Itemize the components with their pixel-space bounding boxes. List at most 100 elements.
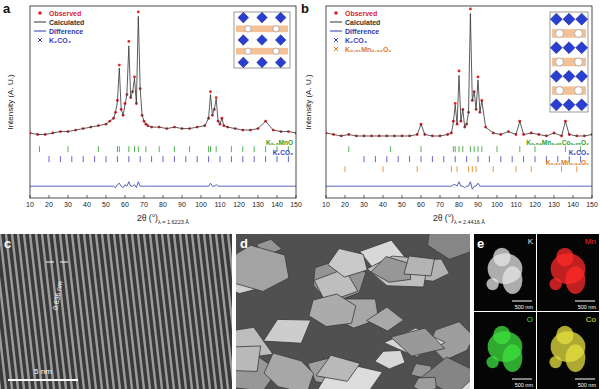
panel-label: b <box>301 1 309 16</box>
x-axis-label: 2θ (°)λ = 2.4416 Å <box>433 213 485 225</box>
x-tick <box>258 195 259 198</box>
reflection-tick <box>138 146 139 152</box>
figure: 1020304050607080901001101201301401502θ (… <box>0 0 600 389</box>
legend-label: Difference <box>345 28 379 35</box>
reflection-tick <box>390 146 391 152</box>
reflection-tick <box>432 156 433 162</box>
eds-signal <box>549 248 585 294</box>
eds-element-label: Co <box>586 315 597 324</box>
x-tick-label: 140 <box>271 201 283 208</box>
y-axis-label: Intensity (A. U.) <box>304 74 313 129</box>
eds-tile <box>537 234 599 311</box>
x-tick-label: 70 <box>436 201 444 208</box>
reflection-tick <box>163 156 164 162</box>
reflection-tick <box>242 156 243 162</box>
legend-symbol <box>34 31 46 32</box>
reflection-tick <box>493 166 494 172</box>
eds-signal <box>549 326 585 372</box>
inset-atom <box>556 29 564 37</box>
eds-panel: K500 nmMn500 nmO500 nmCo500 nme <box>474 234 599 389</box>
panel-label: a <box>3 1 11 16</box>
reflection-tick <box>364 156 365 162</box>
reflection-tick <box>443 156 444 162</box>
legend-symbol <box>34 22 46 23</box>
x-tick-label: 50 <box>398 201 406 208</box>
eds-blob <box>556 248 573 266</box>
reflection-tick <box>220 156 221 162</box>
reflection-tick <box>561 166 562 172</box>
legend-label: K₀.₅₁Mn₀.₉₄O₂ <box>345 46 392 53</box>
inset-octahedron <box>238 12 249 23</box>
inset-atom <box>245 26 251 32</box>
chart-panel: 1020304050607080901001101201301401502θ (… <box>301 1 598 225</box>
x-tick <box>535 195 536 198</box>
reflection-tick <box>117 146 118 152</box>
inset-octahedron <box>550 70 562 82</box>
reflection-tick <box>128 156 129 162</box>
data-layer <box>30 11 296 188</box>
eds-element-label: O <box>527 315 533 324</box>
observed-point <box>118 64 121 67</box>
x-tick-label: 50 <box>102 201 110 208</box>
reflection-tick <box>459 146 460 152</box>
reflection-tick <box>94 156 95 162</box>
x-tick <box>106 195 107 198</box>
inset-octahedron <box>576 99 588 111</box>
reflection-tick <box>39 146 40 152</box>
inset-octahedron <box>257 12 268 23</box>
x-axis-label-sub: λ = 2.4416 Å <box>454 219 485 225</box>
x-tick-label: 70 <box>140 201 148 208</box>
observed-point <box>209 90 212 93</box>
sem-particle <box>236 346 261 372</box>
panel-label: e <box>477 236 484 251</box>
x-tick <box>163 195 164 198</box>
x-tick <box>440 195 441 198</box>
x-tick-label: 100 <box>491 201 503 208</box>
x-tick <box>592 195 593 198</box>
reflection-tick <box>265 146 266 152</box>
reflection-tick <box>140 156 141 162</box>
x-tick-label: 150 <box>586 201 598 208</box>
reflection-tick <box>409 156 410 162</box>
reflection-label: K₂CO₃ <box>273 149 293 156</box>
x-tick-label: 90 <box>178 201 186 208</box>
scale-label: 5 nm <box>34 367 52 376</box>
reflection-tick <box>500 156 501 162</box>
inset-octahedron <box>275 57 286 68</box>
plot-frame <box>326 6 592 198</box>
legend-symbol <box>334 38 338 42</box>
reflection-tick <box>478 146 479 152</box>
reflection-tick <box>497 146 498 152</box>
legend-label: Difference <box>49 28 83 35</box>
observed-point <box>133 75 136 78</box>
inset-frame <box>550 12 588 112</box>
x-tick <box>87 195 88 198</box>
sem-particle <box>236 245 289 291</box>
reflection-tick <box>470 146 471 152</box>
reflection-tick <box>254 156 255 162</box>
inset-octahedron <box>257 57 268 68</box>
inset-prism <box>236 25 288 32</box>
eds-signal <box>486 248 522 294</box>
inset-atom <box>245 48 251 54</box>
x-tick <box>573 195 574 198</box>
x-tick <box>421 195 422 198</box>
eds-blob <box>503 266 523 294</box>
scale-bar <box>512 301 532 302</box>
reflection-label: K₀.₅₁Mn₀.₉₄O₂ <box>546 159 589 166</box>
reflection-tick <box>216 146 217 152</box>
spacing-arrow <box>46 262 54 263</box>
reflection-tick <box>231 146 232 152</box>
x-tick <box>554 195 555 198</box>
x-tick <box>326 195 327 198</box>
inset-octahedron <box>563 70 575 82</box>
reflection-tick <box>523 156 524 162</box>
reflection-tick <box>210 146 211 152</box>
reflection-tick <box>421 146 422 152</box>
x-tick-label: 130 <box>548 201 560 208</box>
reflection-tick <box>421 156 422 162</box>
x-tick <box>182 195 183 198</box>
sem-particle <box>375 350 405 369</box>
eds-blob <box>566 344 586 372</box>
reflection-tick <box>462 146 463 152</box>
